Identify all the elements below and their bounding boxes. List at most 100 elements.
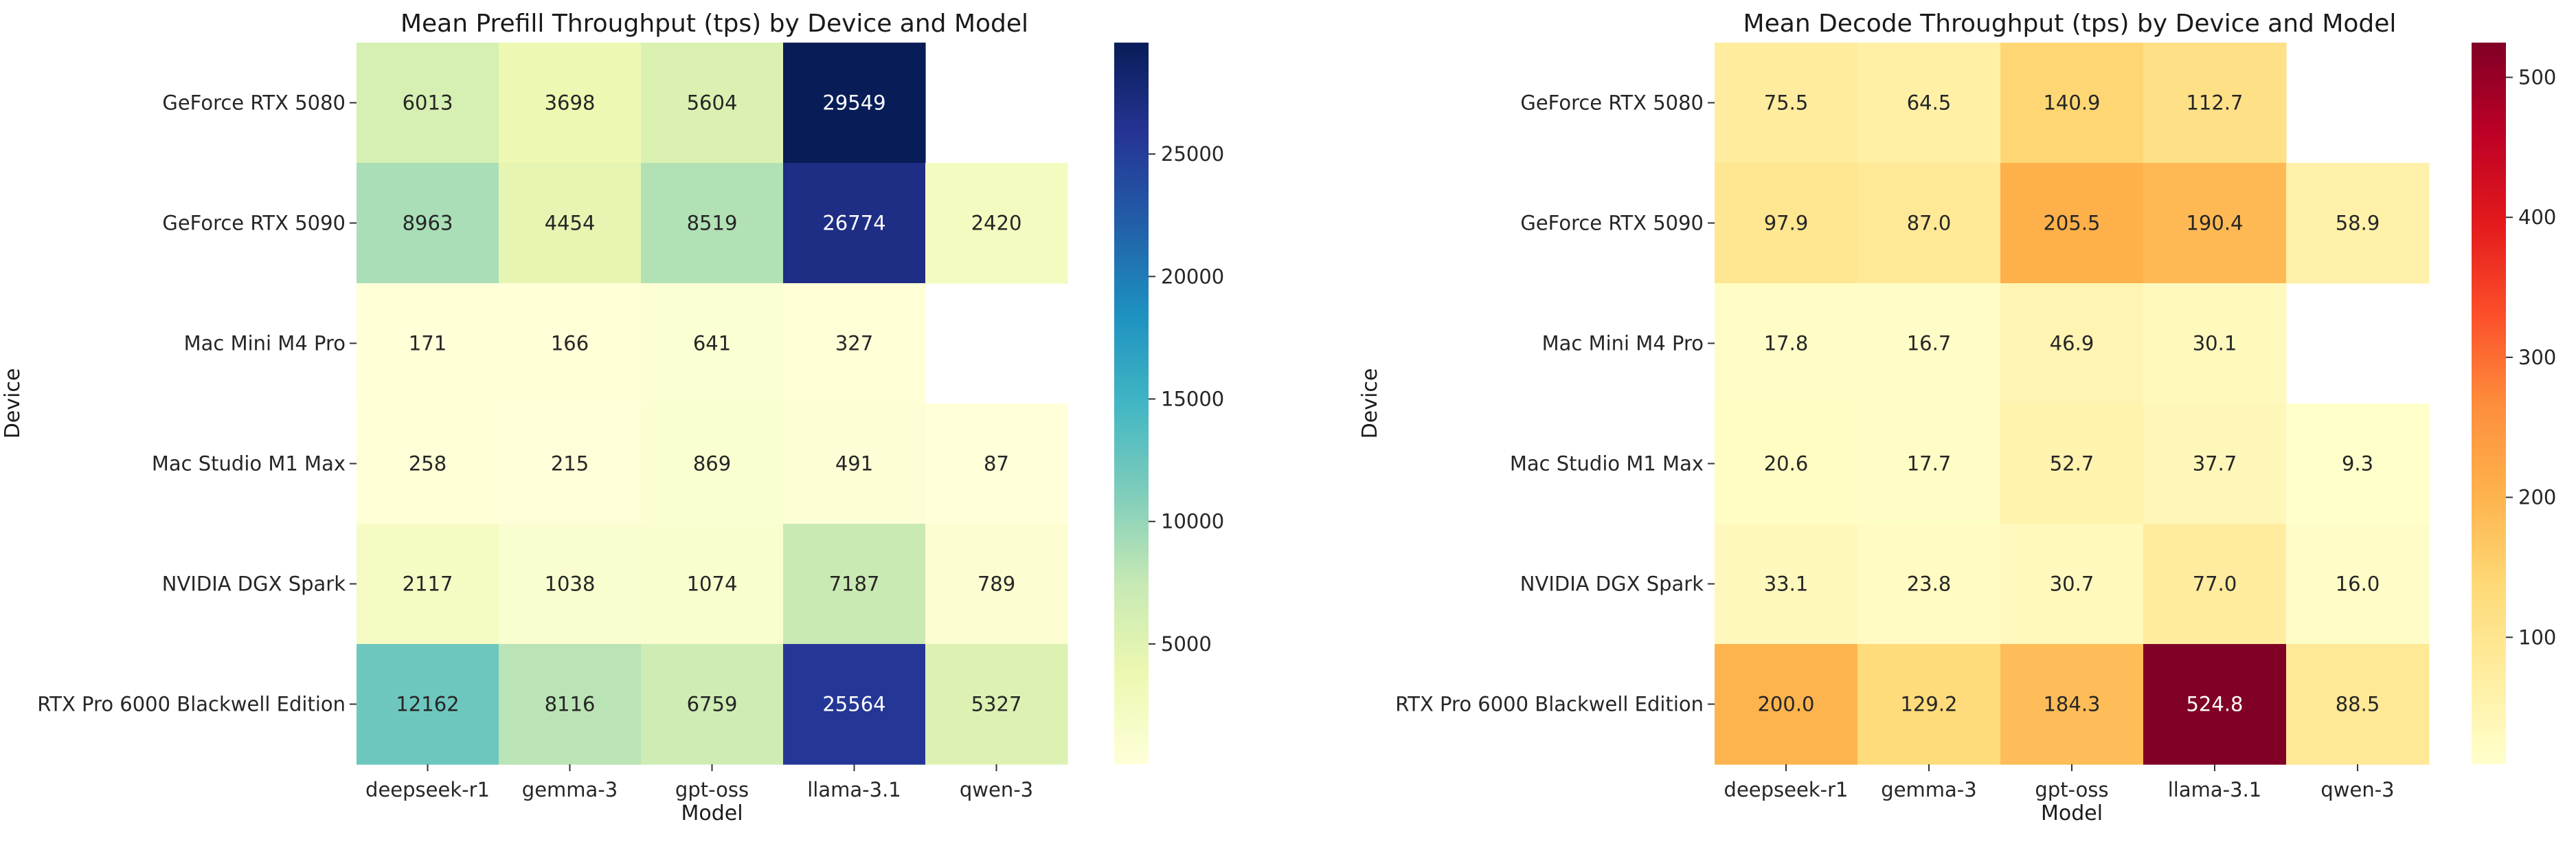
cell-value-label: 87.0 bbox=[1907, 212, 1952, 235]
heatmap-cell bbox=[641, 644, 784, 765]
heatmap-cell bbox=[2286, 403, 2430, 524]
heatmap-cell bbox=[357, 43, 499, 164]
cell-value-label: 5604 bbox=[687, 91, 738, 115]
cell-value-label: 77.0 bbox=[2193, 573, 2237, 596]
cell-value-label: 1074 bbox=[687, 573, 738, 596]
x-tick-label: gpt-oss bbox=[2035, 778, 2108, 801]
colorbar-tick-label: 200 bbox=[2518, 486, 2556, 509]
x-tick-label: llama-3.1 bbox=[2168, 778, 2262, 801]
heatmap-cell bbox=[1857, 163, 2001, 284]
heatmap-cell bbox=[1857, 43, 2001, 164]
colorbar-tick-label: 20000 bbox=[1161, 265, 1224, 288]
x-tick-label: deepseek-r1 bbox=[365, 778, 490, 801]
y-tick-label: NVIDIA DGX Spark bbox=[1520, 573, 1704, 596]
cell-value-label: 200.0 bbox=[1757, 693, 1814, 716]
cell-value-label: 641 bbox=[693, 332, 731, 355]
y-tick-label: Mac Mini M4 Pro bbox=[184, 332, 346, 355]
cell-value-label: 4454 bbox=[545, 212, 596, 235]
heatmap-cell bbox=[1715, 163, 1858, 284]
y-tick-label: Mac Studio M1 Max bbox=[1510, 452, 1704, 476]
cell-value-label: 258 bbox=[409, 452, 447, 476]
cell-value-label: 9.3 bbox=[2342, 452, 2373, 476]
heatmap-cell bbox=[499, 644, 642, 765]
cell-value-label: 58.9 bbox=[2336, 212, 2380, 235]
heatmap-cell bbox=[2000, 644, 2144, 765]
cell-value-label: 190.4 bbox=[2186, 212, 2243, 235]
heatmap-cell bbox=[2143, 403, 2287, 524]
heatmap-cell bbox=[499, 403, 642, 524]
heatmap-cell bbox=[783, 403, 926, 524]
y-tick-label: GeForce RTX 5080 bbox=[1520, 91, 1704, 115]
heatmap-cell bbox=[2286, 644, 2430, 765]
colorbar-tick-label: 10000 bbox=[1161, 510, 1224, 533]
heatmap-cell bbox=[2143, 43, 2287, 164]
cell-value-label: 87 bbox=[984, 452, 1009, 476]
x-axis-label: Model bbox=[681, 801, 743, 825]
cell-value-label: 52.7 bbox=[2050, 452, 2094, 476]
heatmap-cell bbox=[357, 283, 499, 404]
heatmap-cell bbox=[641, 283, 784, 404]
heatmap-cell bbox=[2000, 403, 2144, 524]
cell-value-label: 129.2 bbox=[1900, 693, 1957, 716]
cell-value-label: 1038 bbox=[545, 573, 596, 596]
heatmap-cell bbox=[2286, 524, 2430, 645]
decode-heatmap-panel: Mean Decode Throughput (tps) by Device a… bbox=[1358, 10, 2556, 825]
y-tick-label: Mac Mini M4 Pro bbox=[1542, 332, 1704, 355]
cell-value-label: 140.9 bbox=[2043, 91, 2100, 115]
cell-value-label: 30.1 bbox=[2193, 332, 2237, 355]
cell-value-label: 166 bbox=[551, 332, 589, 355]
heatmap-cell bbox=[783, 283, 926, 404]
heatmap-cell bbox=[925, 163, 1068, 284]
cell-value-label: 16.7 bbox=[1907, 332, 1952, 355]
heatmap-cell bbox=[357, 524, 499, 645]
heatmap-cell bbox=[499, 283, 642, 404]
cell-value-label: 112.7 bbox=[2186, 91, 2243, 115]
cell-value-label: 75.5 bbox=[1764, 91, 1809, 115]
cell-value-label: 64.5 bbox=[1907, 91, 1952, 115]
heatmap-cell bbox=[641, 524, 784, 645]
y-tick-label: GeForce RTX 5080 bbox=[162, 91, 346, 115]
cell-value-label: 869 bbox=[693, 452, 731, 476]
cell-value-label: 215 bbox=[551, 452, 589, 476]
cell-value-label: 2420 bbox=[971, 212, 1022, 235]
x-tick-label: llama-3.1 bbox=[807, 778, 901, 801]
heatmap-cell bbox=[357, 163, 499, 284]
cell-value-label: 491 bbox=[835, 452, 873, 476]
cell-value-label: 25564 bbox=[822, 693, 885, 716]
y-tick-label: GeForce RTX 5090 bbox=[162, 212, 346, 235]
colorbar-tick-label: 100 bbox=[2518, 625, 2556, 649]
heatmap-cell bbox=[1715, 43, 1858, 164]
cell-value-label: 16.0 bbox=[2336, 573, 2380, 596]
heatmap-cell bbox=[641, 163, 784, 284]
heatmap-cell bbox=[2286, 163, 2430, 284]
heatmap-cell bbox=[2143, 163, 2287, 284]
cell-value-label: 184.3 bbox=[2043, 693, 2100, 716]
heatmap-cell bbox=[499, 43, 642, 164]
heatmap-cell bbox=[641, 403, 784, 524]
x-tick-label: gemma-3 bbox=[1881, 778, 1976, 801]
heatmap-cell bbox=[1857, 403, 2001, 524]
heatmap-cell bbox=[783, 644, 926, 765]
heatmap-cell bbox=[499, 524, 642, 645]
cell-value-label: 30.7 bbox=[2050, 573, 2094, 596]
cell-value-label: 3698 bbox=[545, 91, 596, 115]
x-tick-label: qwen-3 bbox=[960, 778, 1033, 801]
heatmap-cell bbox=[357, 403, 499, 524]
heatmap-cell bbox=[925, 403, 1068, 524]
chart-title: Mean Prefill Throughput (tps) by Device … bbox=[400, 10, 1028, 38]
heatmap-cell bbox=[1715, 403, 1858, 524]
cell-value-label: 524.8 bbox=[2186, 693, 2243, 716]
cell-value-label: 46.9 bbox=[2050, 332, 2094, 355]
cell-value-label: 26774 bbox=[822, 212, 885, 235]
heatmap-cell bbox=[925, 524, 1068, 645]
y-tick-label: RTX Pro 6000 Blackwell Edition bbox=[37, 693, 346, 716]
cell-value-label: 8519 bbox=[687, 212, 738, 235]
heatmap-cell bbox=[2000, 283, 2144, 404]
heatmap-cell bbox=[1857, 283, 2001, 404]
cell-value-label: 2117 bbox=[403, 573, 453, 596]
chart-title: Mean Decode Throughput (tps) by Device a… bbox=[1743, 10, 2397, 38]
colorbar-tick-label: 5000 bbox=[1161, 632, 1212, 656]
heatmap-cell bbox=[2000, 163, 2144, 284]
heatmap-cell bbox=[1857, 524, 2001, 645]
